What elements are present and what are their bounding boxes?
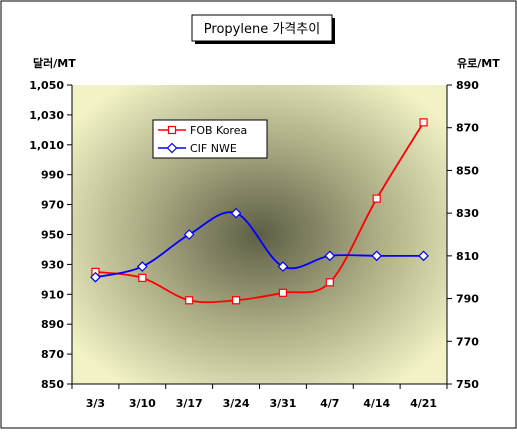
left-tick-label: 870 (41, 348, 64, 361)
x-tick-label: 4/14 (363, 397, 390, 410)
left-axis-ticks: 850 870 890 910 930 950 970 990 1,010 1,030 1,050 (29, 79, 72, 391)
chart-title: Propylene 가격추이 (204, 22, 320, 37)
x-tick-label: 4/7 (320, 397, 339, 410)
left-tick-label: 1,050 (29, 79, 64, 92)
left-tick-label: 910 (41, 288, 64, 301)
right-axis-ticks: 750 770 790 810 830 850 870 890 (447, 79, 479, 391)
left-tick-label: 1,010 (29, 139, 64, 152)
data-point-fob-korea (231, 296, 241, 305)
legend: FOB Korea CIF NWE (152, 119, 268, 159)
right-tick-label: 790 (456, 293, 479, 306)
legend-marker-fob-korea (167, 125, 177, 135)
left-tick-label: 990 (41, 169, 64, 182)
left-tick-label: 890 (41, 318, 64, 331)
title-box (191, 14, 333, 42)
data-point-fob-korea (278, 288, 288, 297)
right-axis-label: 유로/MT (457, 57, 500, 70)
left-tick-label: 850 (41, 378, 64, 391)
data-point-cif-nwe (324, 250, 336, 262)
x-tick-label: 3/24 (223, 397, 250, 410)
left-axis-label: 달러/MT (33, 56, 76, 70)
data-point-cif-nwe (183, 229, 195, 240)
x-tick-label: 3/17 (176, 397, 203, 410)
left-tick-label: 950 (41, 229, 64, 242)
data-point-cif-nwe (277, 261, 289, 272)
data-point-fob-korea (138, 273, 147, 282)
right-tick-label: 870 (456, 122, 479, 135)
right-tick-label: 770 (456, 335, 479, 348)
data-point-fob-korea (325, 278, 334, 287)
x-axis-ticks: 3/3 3/10 3/17 3/24 3/31 4/7 4/14 4/21 (71, 384, 448, 410)
left-tick-label: 970 (41, 199, 64, 212)
right-tick-label: 850 (456, 164, 479, 177)
x-tick-label: 3/10 (129, 397, 156, 410)
series-layer (90, 118, 429, 305)
data-point-cif-nwe (418, 250, 429, 262)
x-tick-label: 4/21 (410, 397, 437, 410)
x-tick-label: 3/3 (86, 397, 105, 410)
data-point-fob-korea (419, 118, 428, 127)
right-tick-label: 750 (456, 378, 479, 391)
legend-label-fob-korea: FOB Korea (190, 124, 247, 137)
x-tick-label: 3/31 (269, 397, 296, 410)
data-point-cif-nwe (371, 250, 383, 262)
left-tick-label: 930 (41, 258, 64, 271)
legend-label-cif-nwe: CIF NWE (190, 142, 237, 155)
right-tick-label: 810 (456, 250, 479, 263)
data-point-fob-korea (185, 296, 194, 305)
data-point-fob-korea (372, 194, 381, 203)
legend-marker-cif-nwe (166, 142, 178, 154)
right-tick-label: 830 (456, 207, 479, 220)
left-tick-label: 1,030 (29, 109, 64, 122)
data-point-cif-nwe (136, 261, 148, 272)
data-point-cif-nwe (90, 271, 101, 283)
right-tick-label: 890 (456, 79, 479, 92)
data-point-cif-nwe (230, 207, 242, 219)
